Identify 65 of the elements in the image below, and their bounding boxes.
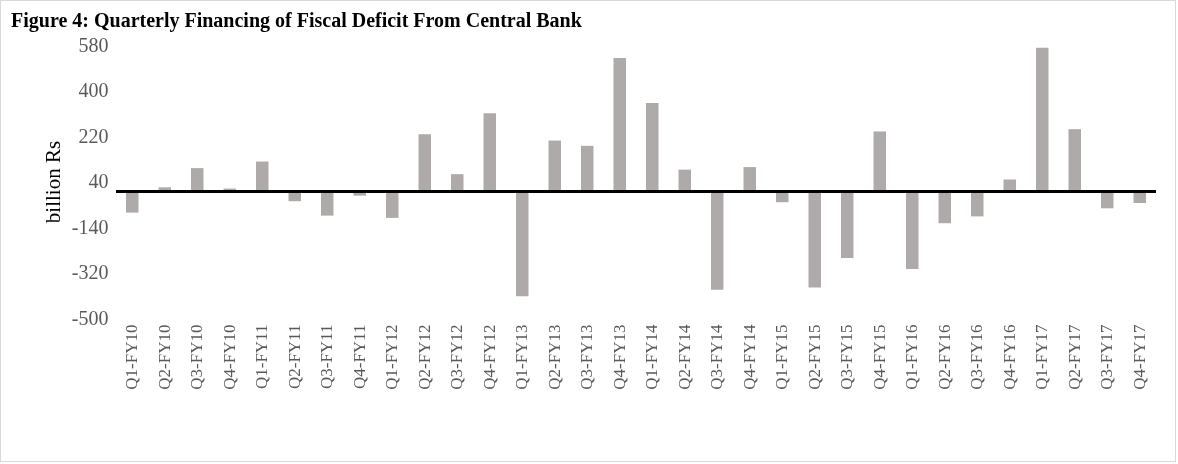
bar: [321, 191, 334, 216]
y-tick-label: -140: [71, 215, 109, 238]
bar: [581, 145, 594, 192]
x-tick-label: Q4-FY10: [219, 324, 239, 390]
y-tick-label: 40: [88, 170, 109, 192]
bar: [938, 191, 951, 224]
x-tick-label: Q4-FY13: [609, 324, 629, 390]
bar: [841, 191, 854, 259]
x-tick-label: Q4-FY16: [999, 324, 1019, 390]
bar: [1003, 179, 1016, 192]
x-tick-label: Q2-FY13: [544, 324, 564, 390]
y-tick-label: 580: [78, 33, 109, 56]
x-tick-label: Q1-FY13: [512, 324, 532, 390]
bar: [646, 102, 659, 192]
x-tick-label: Q2-FY11: [284, 324, 304, 390]
y-tick-label: 400: [78, 79, 109, 101]
x-tick-label: Q4-FY15: [869, 324, 889, 390]
x-tick-label: Q4-FY12: [479, 324, 499, 390]
bar: [1036, 47, 1049, 192]
x-tick-label: Q2-FY10: [154, 324, 174, 390]
bar: [678, 169, 691, 192]
bar: [418, 134, 431, 192]
x-tick-label: Q1-FY15: [772, 324, 792, 390]
x-tick-label: Q3-FY14: [707, 324, 727, 390]
x-tick-label: Q3-FY16: [967, 324, 987, 390]
chart-title: Figure 4: Quarterly Financing of Fiscal Deficit From Central Bank: [11, 9, 583, 32]
bar: [516, 191, 529, 297]
bar: [613, 57, 626, 192]
x-tick-label: Q1-FY17: [1032, 324, 1052, 390]
x-tick-label: Q3-FY11: [317, 324, 337, 390]
x-tick-label: Q3-FY10: [187, 324, 207, 390]
x-tick-label: Q2-FY17: [1064, 324, 1084, 390]
x-tick-label: Q3-FY15: [837, 324, 857, 390]
y-tick-label: 220: [78, 124, 109, 147]
x-tick-label: Q4-FY14: [739, 324, 759, 390]
y-tick-label: -320: [71, 261, 109, 283]
bar: [126, 191, 139, 213]
bar: [711, 191, 724, 290]
x-tick-label: Q1-FY11: [252, 324, 272, 390]
y-axis-title: billion Rs: [40, 140, 65, 224]
x-tick-label: Q2-FY14: [674, 324, 694, 390]
x-tick-label: Q2-FY12: [414, 324, 434, 390]
bar: [483, 113, 496, 192]
x-tick-label: Q3-FY17: [1097, 324, 1117, 390]
x-tick-label: Q4-FY11: [349, 324, 369, 390]
bar: [191, 168, 204, 192]
x-tick-label: Q1-FY14: [642, 324, 662, 390]
x-tick-label: Q1-FY16: [902, 324, 922, 390]
x-tick-label: Q3-FY12: [447, 324, 467, 390]
bar: [873, 131, 886, 192]
x-tick-label: Q4-FY17: [1129, 324, 1149, 390]
bar: [743, 167, 756, 192]
x-tick-label: Q2-FY15: [804, 324, 824, 390]
x-tick-label: Q1-FY10: [122, 324, 142, 390]
bar: [1068, 129, 1081, 192]
y-tick-label: -500: [71, 306, 109, 329]
bar: [256, 161, 269, 192]
bar: [808, 191, 821, 288]
x-tick-label: Q2-FY16: [934, 324, 954, 390]
bar: [906, 191, 919, 269]
bar: [386, 191, 399, 218]
x-tick-label: Q3-FY13: [577, 324, 597, 390]
bar: [548, 140, 561, 192]
x-tick-label: Q1-FY12: [382, 324, 402, 390]
bar: [451, 174, 464, 192]
